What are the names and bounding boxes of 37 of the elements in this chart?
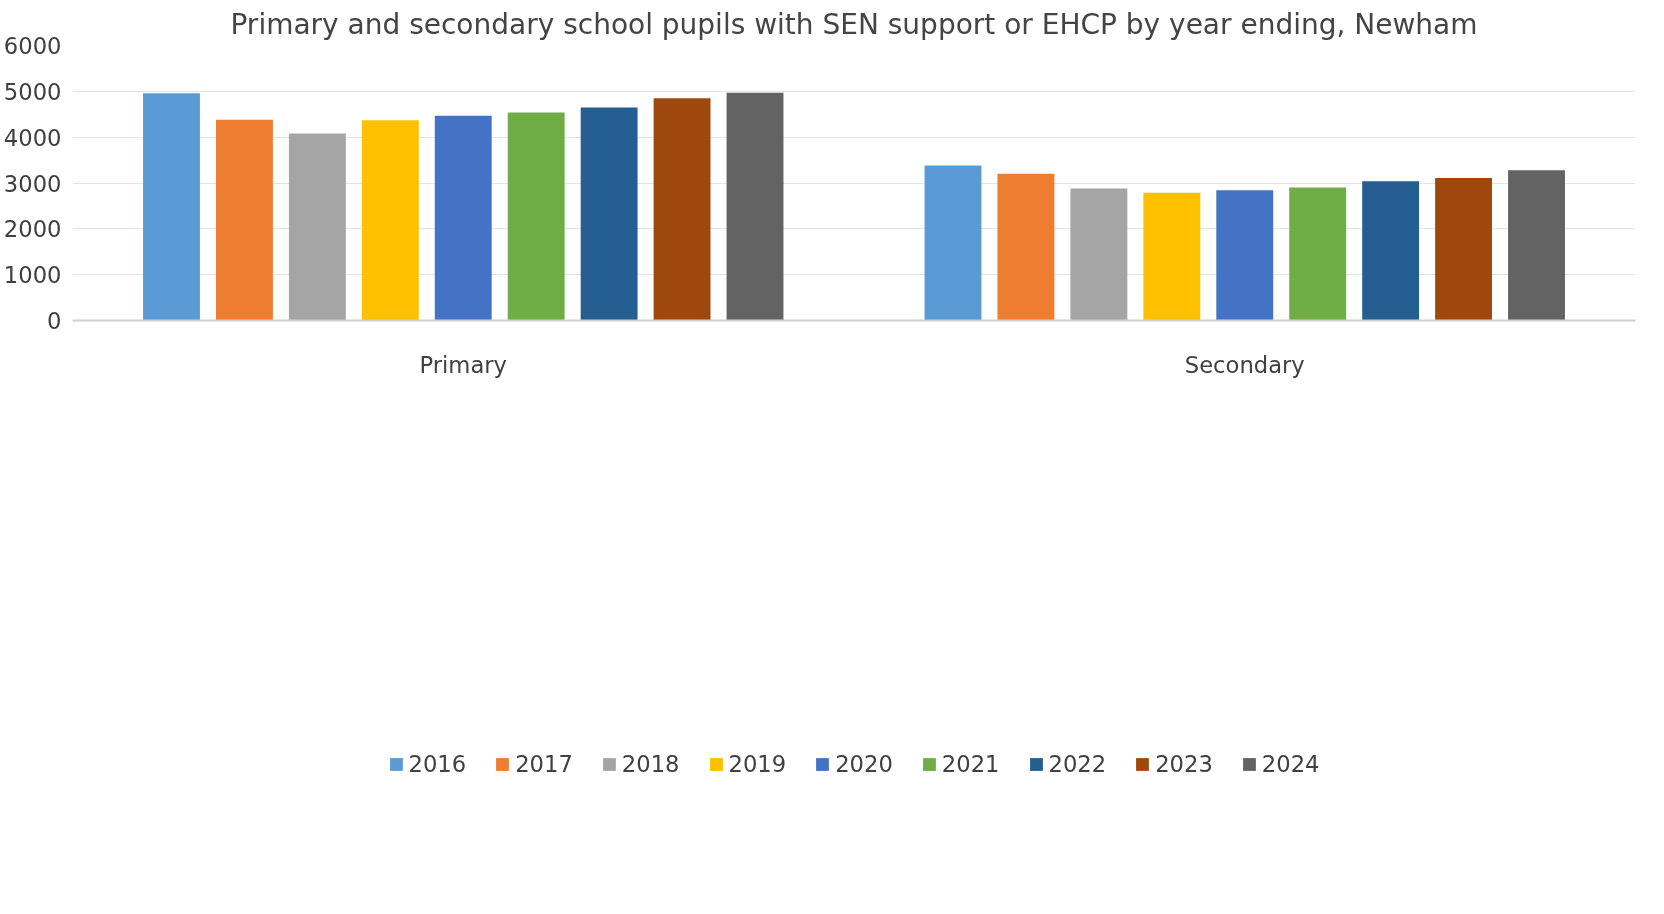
legend-label: 2022 <box>1048 750 1107 777</box>
legend-label: 2019 <box>728 750 787 777</box>
bar <box>924 165 982 321</box>
bar <box>215 119 273 321</box>
y-tick-label: 0 <box>47 308 62 334</box>
bar <box>1508 170 1565 321</box>
bar <box>1435 177 1493 321</box>
legend-label: 2016 <box>408 750 467 777</box>
bar <box>726 92 784 321</box>
legend-label: 2020 <box>835 750 893 777</box>
bar <box>997 173 1055 321</box>
y-tick-label: 1000 <box>3 262 62 289</box>
bar <box>1143 192 1201 321</box>
y-tick-label: 5000 <box>3 78 62 105</box>
x-tick-label: Secondary <box>1184 351 1305 378</box>
bar <box>143 93 200 321</box>
y-tick-label: 6000 <box>3 33 62 59</box>
legend-label: 2023 <box>1155 750 1213 777</box>
y-tick-label: 3000 <box>3 170 62 197</box>
legend-label: 2024 <box>1261 750 1320 777</box>
x-tick-label: Primary <box>419 351 508 378</box>
y-tick-label: 4000 <box>3 124 62 151</box>
bar <box>653 98 711 321</box>
bar <box>1289 187 1347 321</box>
legend-label: 2018 <box>621 750 680 777</box>
bar <box>1070 188 1128 321</box>
bar <box>288 133 346 321</box>
bar <box>580 107 638 321</box>
bar <box>1362 181 1420 321</box>
legend-label: 2017 <box>515 750 573 777</box>
bar <box>361 120 419 321</box>
bar <box>507 112 565 321</box>
chart-title: Primary and secondary school pupils with SEN support or EHCP by year ending, Newham <box>230 7 1478 41</box>
legend-label: 2021 <box>941 750 1000 777</box>
bar <box>434 115 492 321</box>
bar <box>1216 190 1274 321</box>
y-tick-label: 2000 <box>3 216 62 243</box>
